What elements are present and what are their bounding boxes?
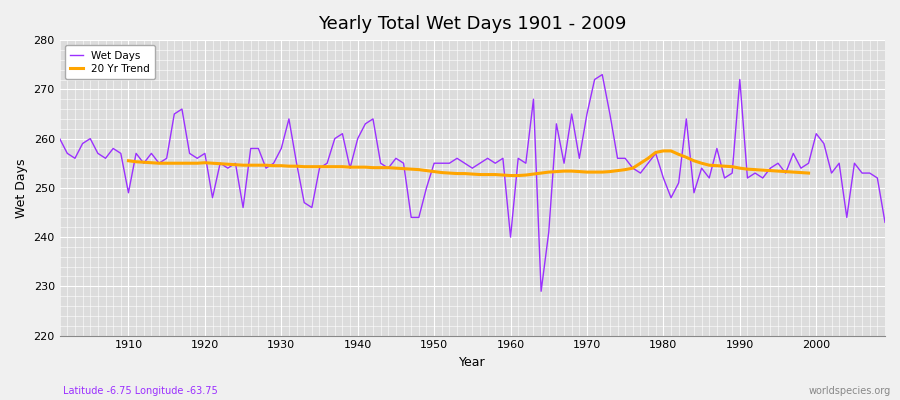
20 Yr Trend bbox=[704, 163, 715, 168]
Text: Latitude -6.75 Longitude -63.75: Latitude -6.75 Longitude -63.75 bbox=[63, 386, 218, 396]
20 Yr Trend bbox=[788, 170, 798, 174]
Wet Days bbox=[597, 72, 608, 77]
20 Yr Trend bbox=[605, 169, 616, 174]
20 Yr Trend bbox=[719, 164, 730, 168]
Title: Yearly Total Wet Days 1901 - 2009: Yearly Total Wet Days 1901 - 2009 bbox=[318, 15, 626, 33]
Text: worldspecies.org: worldspecies.org bbox=[809, 386, 891, 396]
Wet Days bbox=[505, 235, 516, 240]
Wet Days bbox=[54, 136, 65, 141]
20 Yr Trend bbox=[329, 164, 340, 169]
20 Yr Trend bbox=[505, 173, 516, 178]
Legend: Wet Days, 20 Yr Trend: Wet Days, 20 Yr Trend bbox=[65, 45, 155, 79]
Line: Wet Days: Wet Days bbox=[59, 74, 885, 291]
Wet Days bbox=[498, 156, 508, 161]
Wet Days bbox=[612, 156, 623, 161]
20 Yr Trend bbox=[215, 161, 226, 166]
20 Yr Trend bbox=[123, 158, 134, 163]
X-axis label: Year: Year bbox=[459, 356, 486, 369]
Wet Days bbox=[536, 289, 546, 294]
Wet Days bbox=[284, 116, 294, 121]
Wet Days bbox=[329, 136, 340, 141]
Y-axis label: Wet Days: Wet Days bbox=[15, 158, 28, 218]
20 Yr Trend bbox=[658, 148, 669, 153]
Wet Days bbox=[115, 151, 126, 156]
Wet Days bbox=[879, 220, 890, 225]
20 Yr Trend bbox=[803, 171, 814, 176]
Line: 20 Yr Trend: 20 Yr Trend bbox=[129, 151, 808, 176]
